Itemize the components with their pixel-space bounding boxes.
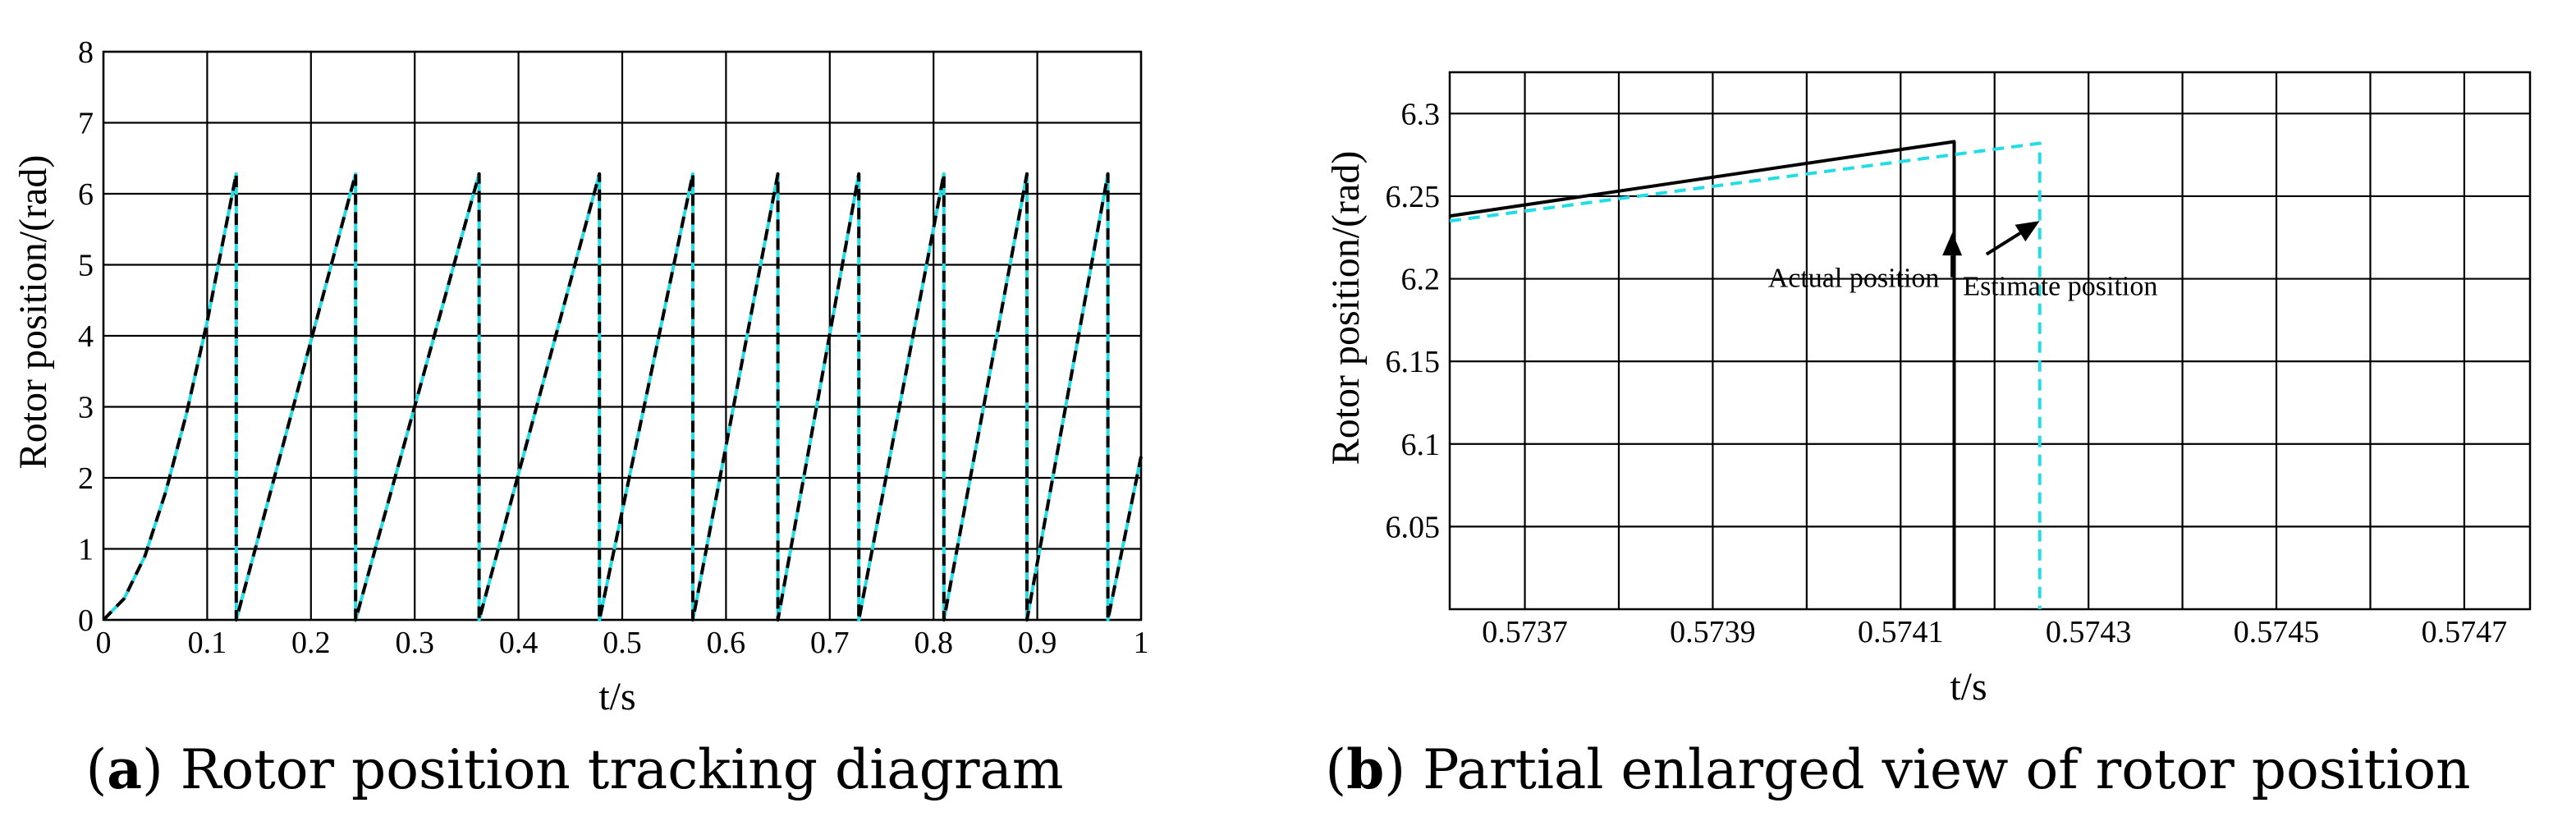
x-tick-label: 0.5739 bbox=[1670, 615, 1756, 649]
y-tick-label: 7 bbox=[78, 107, 94, 141]
y-tick-label: 6.3 bbox=[1401, 97, 1441, 131]
panel-a-caption-letter: a bbox=[107, 737, 142, 801]
panel-b-x-ticks: 0.5737 0.5739 0.5741 0.5743 0.5745 0.5747 bbox=[1482, 615, 2507, 649]
panel-b-grid bbox=[1450, 72, 2530, 609]
y-tick-label: 4 bbox=[78, 319, 94, 354]
panel-b-annotations: Actual position Estimate position bbox=[1768, 221, 2157, 302]
panel-b-series bbox=[1449, 140, 2042, 609]
y-tick-label: 3 bbox=[78, 391, 94, 425]
panel-b-caption-open: ( bbox=[1325, 738, 1346, 801]
panel-b-caption-letter: b bbox=[1346, 737, 1384, 801]
x-tick-label: 0.5747 bbox=[2422, 615, 2508, 649]
y-tick-label: 6.2 bbox=[1401, 263, 1441, 297]
x-tick-label: 0.1 bbox=[188, 626, 227, 660]
x-tick-label: 0 bbox=[96, 626, 112, 660]
estimate-position-annotation: Estimate position bbox=[1963, 272, 2157, 302]
y-tick-label: 6.1 bbox=[1401, 428, 1441, 462]
panel-b-frame bbox=[1448, 71, 2532, 611]
panel-a-y-axis-label: Rotor position/(rad) bbox=[11, 155, 55, 470]
panel-a-caption-open: ( bbox=[86, 738, 108, 801]
y-tick-label: 2 bbox=[78, 461, 94, 496]
panel-a-frame bbox=[102, 50, 1143, 622]
x-tick-label: 0.5741 bbox=[1858, 615, 1944, 649]
series-actual-line bbox=[102, 172, 1143, 622]
actual-position-arrowhead bbox=[1942, 232, 1963, 256]
x-tick-label: 0.5743 bbox=[2046, 615, 2132, 649]
panel-a-caption-text: Rotor position tracking diagram bbox=[181, 738, 1064, 801]
panel-a-x-ticks: 0 0.1 0.2 0.3 0.4 0.5 0.6 0.7 0.8 0.9 1 bbox=[96, 626, 1149, 660]
y-tick-label: 6.15 bbox=[1386, 345, 1441, 379]
y-tick-label: 6.25 bbox=[1386, 180, 1441, 214]
panel-b: 0.5737 0.5739 0.5741 0.5743 0.5745 0.5747 6.0… bbox=[1324, 71, 2532, 801]
x-tick-label: 0.3 bbox=[395, 626, 434, 660]
panel-b-caption-close: ) bbox=[1384, 738, 1405, 801]
y-tick-label: 0 bbox=[78, 603, 94, 638]
panel-a: 0 0.1 0.2 0.3 0.4 0.5 0.6 0.7 0.8 0.9 1 012345678 … bbox=[11, 35, 1149, 801]
y-tick-label: 5 bbox=[78, 249, 94, 283]
y-tick-label: 6.05 bbox=[1386, 510, 1441, 544]
x-tick-label: 0.8 bbox=[914, 626, 953, 660]
series-estimate-line bbox=[1449, 141, 2042, 609]
estimate-position-arrowhead bbox=[2015, 221, 2040, 242]
panel-a-y-ticks: 0 1 2 3 4 5 6 7 8 bbox=[78, 35, 94, 638]
y-tick-label: 8 bbox=[78, 35, 94, 70]
panel-a-series bbox=[102, 172, 1143, 622]
panel-b-y-axis-label: Rotor position/(rad) bbox=[1324, 151, 1368, 466]
panel-b-x-axis-label: t/s bbox=[1950, 665, 1987, 709]
panel-b-y-ticks: 6.05 6.1 6.15 6.2 6.25 6.3 bbox=[1386, 97, 1441, 544]
panel-a-caption-close: ) bbox=[142, 738, 163, 801]
x-tick-label: 0.5745 bbox=[2234, 615, 2320, 649]
x-tick-label: 0.6 bbox=[707, 626, 746, 660]
x-tick-label: 0.9 bbox=[1018, 626, 1057, 660]
panel-b-caption: (b) Partial enlarged view of rotor posit… bbox=[1325, 737, 2470, 801]
x-tick-label: 0.2 bbox=[291, 626, 331, 660]
actual-position-annotation: Actual position bbox=[1768, 264, 1940, 294]
panel-a-x-axis-label: t/s bbox=[598, 675, 635, 718]
x-tick-label: 0.5737 bbox=[1482, 615, 1568, 649]
x-tick-label: 0.4 bbox=[499, 626, 539, 660]
y-tick-label: 1 bbox=[78, 533, 94, 567]
y-tick-label: 6 bbox=[78, 177, 94, 212]
x-tick-label: 0.5 bbox=[603, 626, 642, 660]
panel-b-caption-text: Partial enlarged view of rotor position bbox=[1423, 738, 2471, 801]
x-tick-label: 1 bbox=[1134, 626, 1149, 660]
x-tick-label: 0.7 bbox=[810, 626, 850, 660]
panel-a-caption: (a) Rotor position tracking diagram bbox=[86, 737, 1064, 801]
series-actual-line bbox=[1449, 140, 1956, 609]
estimate-position-arrow bbox=[1985, 232, 2021, 256]
